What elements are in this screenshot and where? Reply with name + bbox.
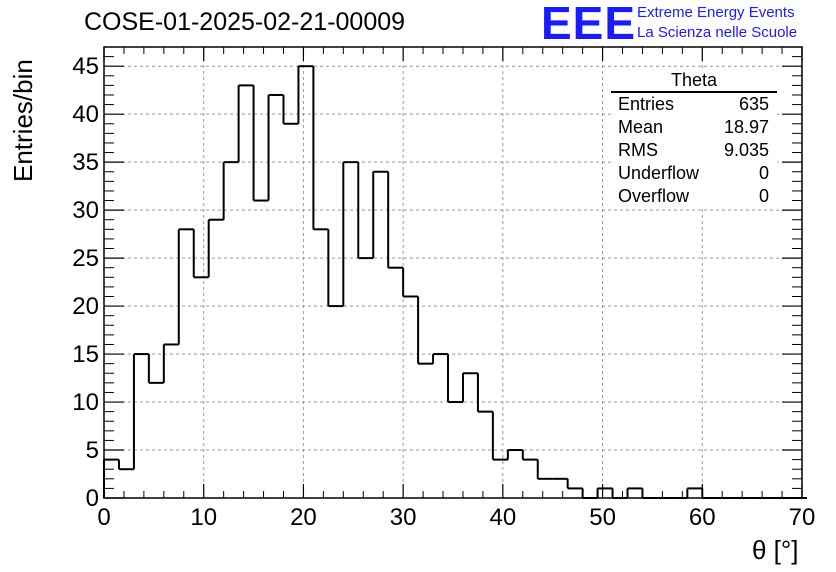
tick-labels: 0 10 20 30 40 50 60 70 0 5 10 15 20 25 30 35 40 45 [72, 53, 815, 531]
stats-label: Overflow [618, 186, 690, 206]
stats-label: Mean [618, 117, 664, 137]
x-axis-label: θ [°] [752, 535, 799, 565]
logo-line-1: Extreme Energy Events [637, 4, 795, 21]
stats-value: 18.97 [723, 117, 769, 137]
y-tick-label: 25 [72, 245, 99, 272]
stats-value: 635 [738, 94, 769, 114]
stats-row-underflow: Underflow 0 [611, 162, 777, 185]
y-tick-label: 40 [72, 101, 99, 128]
axis-ticks [103, 47, 803, 499]
x-tick-label: 40 [490, 504, 517, 531]
histogram-bins [103, 65, 807, 499]
y-tick-label: 5 [86, 437, 99, 464]
stats-title: Theta [611, 70, 777, 93]
x-tick-label: 60 [689, 504, 716, 531]
stats-label: RMS [618, 140, 658, 160]
plot-title: COSE-01-2025-02-21-00009 [84, 8, 406, 36]
plot-frame [103, 46, 803, 499]
stats-box: Theta Entries 635 Mean 18.97 RMS 9.035 Unde… [611, 70, 777, 208]
stats-row-entries: Entries 635 [611, 93, 777, 116]
y-tick-label: 35 [72, 149, 99, 176]
y-tick-label: 30 [72, 197, 99, 224]
x-tick-label: 50 [589, 504, 616, 531]
y-tick-label: 10 [72, 389, 99, 416]
x-tick-label: 20 [290, 504, 317, 531]
x-tick-label: 0 [97, 504, 110, 531]
stats-value: 9.035 [723, 140, 769, 160]
stats-value: 0 [758, 186, 769, 206]
stats-value: 0 [758, 163, 769, 183]
stats-row-mean: Mean 18.97 [611, 116, 777, 139]
y-tick-label: 45 [72, 53, 99, 80]
x-tick-label: 30 [390, 504, 417, 531]
stats-label: Entries [618, 94, 675, 114]
x-tick-label: 10 [190, 504, 217, 531]
stats-row-rms: RMS 9.035 [611, 139, 777, 162]
y-tick-label: 15 [72, 341, 99, 368]
logo-caption: Extreme Energy Events La Scienza nelle S… [637, 3, 797, 43]
stats-row-overflow: Overflow 0 [611, 185, 777, 208]
logo-line-2: La Scienza nelle Scuole [637, 24, 798, 41]
stats-label: Underflow [618, 163, 700, 183]
y-tick-label: 0 [86, 485, 99, 512]
y-tick-label: 20 [72, 293, 99, 320]
y-axis-label: Entries/bin [8, 59, 38, 182]
eee-logo: EEE [541, 0, 637, 49]
x-tick-label: 70 [789, 504, 816, 531]
